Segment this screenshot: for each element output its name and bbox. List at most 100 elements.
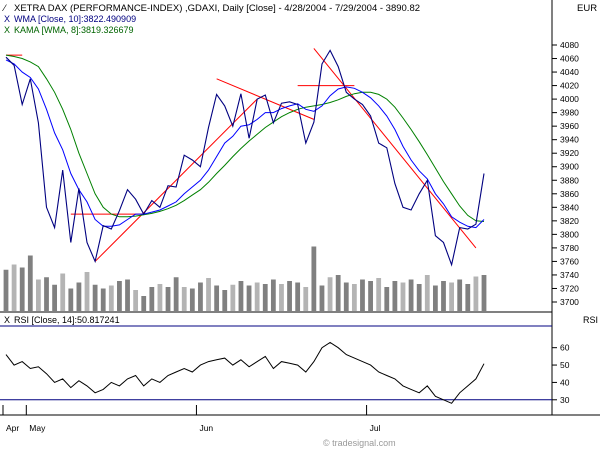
price-y-tick-label: 3820 xyxy=(560,216,579,226)
volume-bar xyxy=(441,281,446,311)
volume-bar xyxy=(432,285,438,311)
volume-bar xyxy=(27,255,33,311)
price-y-tick-label: 3760 xyxy=(560,256,579,266)
price-y-tick-label: 4000 xyxy=(560,94,579,104)
volume-bar xyxy=(262,284,268,311)
price-y-tick-label: 3860 xyxy=(560,189,579,199)
price-y-tick-label: 4060 xyxy=(560,54,579,64)
volume-bar xyxy=(287,281,292,311)
trendline[interactable] xyxy=(216,78,315,120)
volume-bar xyxy=(198,282,203,311)
volume-bar xyxy=(270,279,276,311)
volume-bar xyxy=(351,284,357,311)
volume-bar xyxy=(181,287,187,311)
volume-bar xyxy=(384,287,390,311)
volume-bar xyxy=(108,285,114,311)
volume-bar xyxy=(343,282,349,311)
volume-bar xyxy=(68,288,74,311)
x-month-label: Apr xyxy=(6,423,19,433)
price-panel: 3700 3720 3740 3760 3780 3800 3820 3840 3860 3880… xyxy=(0,0,579,415)
volume-bars xyxy=(3,246,487,311)
chart-header: ⁄ XETRA DAX (PERFORMANCE-INDEX) ,GDAXI, … xyxy=(2,3,597,35)
x-month-label: Jun xyxy=(199,423,213,433)
volume-bar xyxy=(141,296,147,311)
volume-bar xyxy=(125,279,130,311)
volume-bar xyxy=(481,275,487,311)
volume-bar xyxy=(165,287,171,311)
price-series-line xyxy=(5,49,485,267)
rsi-legend-label: RSI [Close, 14]:50.817241 xyxy=(14,315,120,325)
trendline[interactable] xyxy=(94,98,258,262)
volume-bar xyxy=(230,284,236,311)
price-y-tick-label: 3720 xyxy=(560,283,579,293)
kama-indicator-icon[interactable]: X xyxy=(4,25,10,35)
volume-bar xyxy=(222,290,228,311)
currency-label: EUR xyxy=(577,3,597,14)
rsi-y-tick-label: 30 xyxy=(560,395,570,405)
wma-indicator-icon[interactable]: X xyxy=(4,14,10,24)
x-axis: Apr May Jun Jul © tradesignal.com xyxy=(0,405,600,448)
rsi-axis-title: RSI xyxy=(583,315,598,325)
rsi-y-tick-label: 60 xyxy=(560,343,570,353)
volume-bar xyxy=(133,290,139,311)
price-y-tick-label: 4020 xyxy=(560,81,579,91)
chart-title: XETRA DAX (PERFORMANCE-INDEX) ,GDAXI, Da… xyxy=(14,3,420,14)
rsi-panel: X RSI [Close, 14]:50.817241 RSI 30 40 50 60 xyxy=(0,315,598,405)
price-y-tick-label: 3700 xyxy=(560,297,579,307)
volume-bar xyxy=(392,281,398,311)
volume-bar xyxy=(279,284,284,311)
volume-bar xyxy=(408,279,414,311)
rsi-y-tick-label: 40 xyxy=(560,377,570,387)
rsi-y-tick-label: 50 xyxy=(560,360,570,370)
kama-series-line xyxy=(5,54,485,222)
trendline[interactable] xyxy=(313,48,477,249)
wma-series-line xyxy=(5,59,485,229)
x-month-label: Jul xyxy=(370,423,381,433)
kama-legend-label: KAMA [WMA, 8]:3819.326679 xyxy=(14,25,134,35)
volume-bar xyxy=(92,284,98,311)
volume-bar xyxy=(84,272,90,311)
volume-bar xyxy=(173,277,179,311)
x-axis-month-labels: Apr May Jun Jul xyxy=(2,405,381,433)
volume-bar xyxy=(214,285,220,311)
volume-bar xyxy=(254,282,260,311)
price-y-tick-label: 3800 xyxy=(560,229,579,239)
volume-bar xyxy=(19,267,25,311)
volume-bar xyxy=(295,282,301,311)
x-month-label: May xyxy=(29,423,46,433)
volume-bar xyxy=(327,277,333,311)
volume-bar xyxy=(360,279,365,311)
volume-bar xyxy=(60,273,66,311)
price-y-tick-label: 3840 xyxy=(560,202,579,212)
volume-bar xyxy=(44,277,49,311)
price-y-tick-label: 3780 xyxy=(560,243,579,253)
volume-bar xyxy=(52,284,58,311)
volume-bar xyxy=(319,285,325,311)
rsi-level-lines xyxy=(0,325,552,401)
volume-bar xyxy=(416,284,422,311)
volume-bar xyxy=(376,278,382,311)
wma-legend-label: WMA [Close, 10]:3822.490909 xyxy=(14,14,136,24)
price-y-tick-label: 3900 xyxy=(560,162,579,172)
chart-line-icon: ⁄ xyxy=(2,3,7,14)
rsi-indicator-icon[interactable]: X xyxy=(4,315,10,325)
price-y-tick-label: 3980 xyxy=(560,108,579,118)
rsi-series-line xyxy=(5,341,485,404)
volume-bar xyxy=(303,287,309,311)
volume-bar xyxy=(368,281,373,311)
volume-bar xyxy=(311,246,317,311)
volume-bar xyxy=(36,279,41,311)
volume-bar xyxy=(11,264,17,311)
volume-bar xyxy=(335,275,341,311)
volume-bar xyxy=(189,288,195,311)
volume-bar xyxy=(238,281,244,311)
volume-bar xyxy=(3,269,9,311)
price-y-tick-label: 3960 xyxy=(560,121,579,131)
volume-bar xyxy=(76,282,82,311)
price-y-axis: 3700 3720 3740 3760 3780 3800 3820 3840 3860 3880… xyxy=(552,40,579,307)
volume-bar xyxy=(157,284,163,311)
rsi-y-axis: 30 40 50 60 xyxy=(552,343,570,405)
watermark: © tradesignal.com xyxy=(323,438,396,448)
